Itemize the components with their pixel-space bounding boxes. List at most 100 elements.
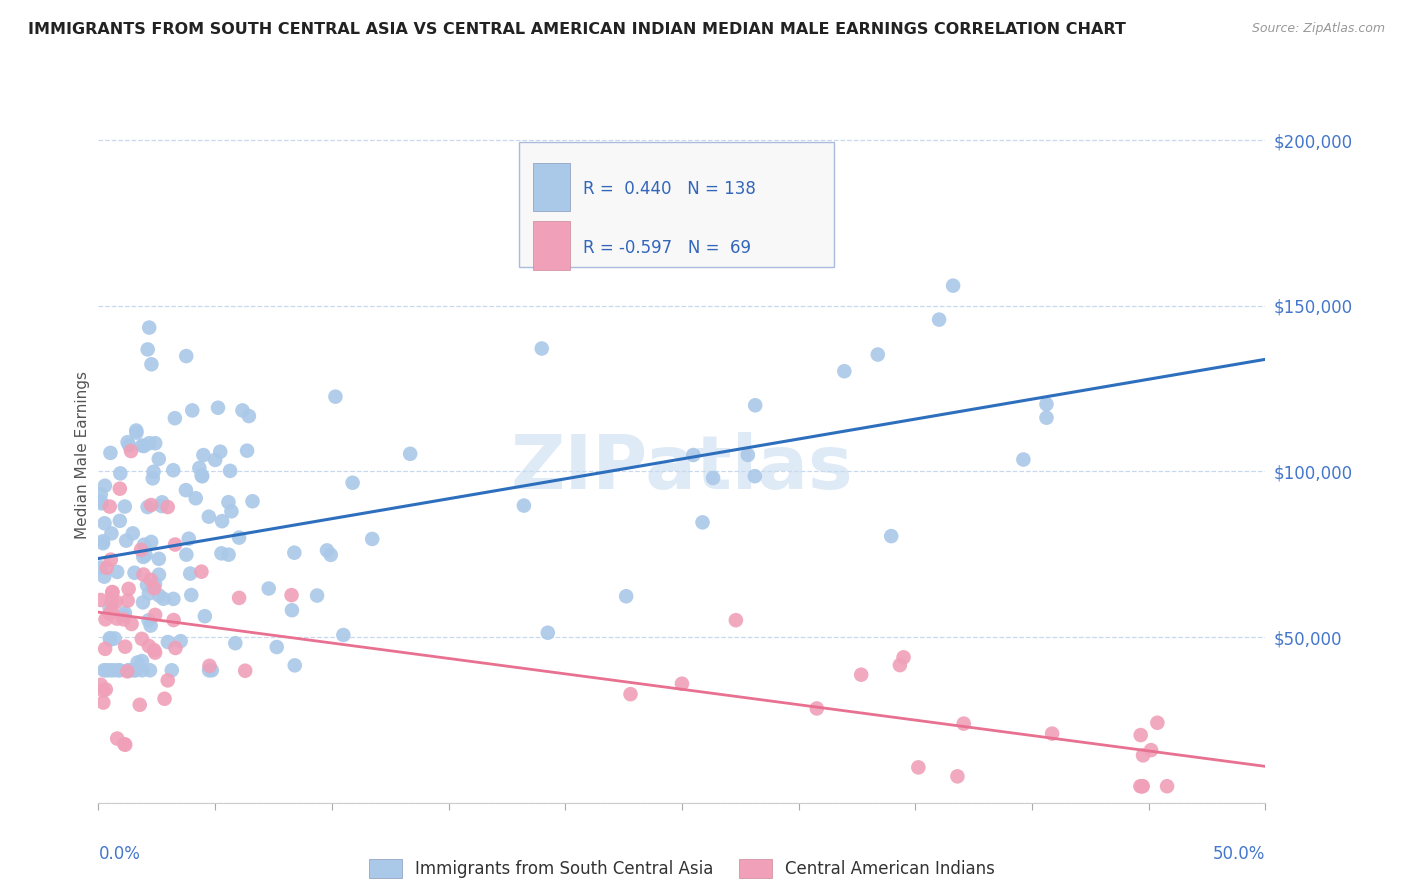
Point xyxy=(117,663,139,677)
Point xyxy=(135,548,157,562)
Point xyxy=(1129,728,1152,742)
Point xyxy=(98,663,121,677)
Point xyxy=(1132,779,1154,793)
Point xyxy=(160,663,183,677)
Point xyxy=(399,447,422,461)
Point xyxy=(342,475,364,490)
Point xyxy=(880,529,903,543)
Point xyxy=(231,403,253,417)
Point xyxy=(242,494,264,508)
Point xyxy=(219,464,242,478)
Point xyxy=(238,409,260,423)
Point xyxy=(121,617,143,632)
Point xyxy=(190,565,212,579)
Point xyxy=(136,500,159,514)
Point xyxy=(90,678,112,692)
Point xyxy=(148,567,170,582)
Point xyxy=(165,640,187,655)
Point xyxy=(120,444,142,458)
Point xyxy=(148,551,170,566)
Point xyxy=(114,738,136,752)
Point xyxy=(201,663,224,677)
Point xyxy=(139,663,162,677)
Point xyxy=(131,439,153,453)
Point xyxy=(283,546,305,560)
Point xyxy=(117,593,139,607)
Point xyxy=(138,586,160,600)
Point xyxy=(141,357,163,371)
Point xyxy=(112,737,135,751)
Point xyxy=(233,664,256,678)
Point xyxy=(209,444,232,458)
FancyBboxPatch shape xyxy=(519,142,834,267)
Point xyxy=(198,658,221,673)
Point xyxy=(692,516,714,530)
Point xyxy=(90,496,112,510)
Point xyxy=(124,566,146,580)
Point xyxy=(90,487,112,501)
Point xyxy=(153,691,176,706)
Point xyxy=(98,500,121,514)
Point xyxy=(236,443,259,458)
Point xyxy=(530,342,553,356)
Point xyxy=(131,654,153,668)
Point xyxy=(851,667,873,681)
Point xyxy=(332,628,354,642)
Point xyxy=(90,494,112,508)
Point xyxy=(143,577,166,591)
Point xyxy=(94,641,117,656)
Point xyxy=(101,594,124,608)
Point xyxy=(162,613,184,627)
Point xyxy=(198,509,221,524)
Point xyxy=(834,364,856,378)
Point xyxy=(307,589,329,603)
Point xyxy=(98,631,121,645)
Point xyxy=(142,471,165,485)
Point xyxy=(174,483,197,497)
Point xyxy=(100,552,122,566)
Point xyxy=(96,663,118,677)
Legend: Immigrants from South Central Asia, Central American Indians: Immigrants from South Central Asia, Cent… xyxy=(361,853,1002,885)
Point xyxy=(107,663,129,677)
Point xyxy=(117,665,139,679)
Point xyxy=(163,411,186,425)
Point xyxy=(1035,397,1057,411)
Point xyxy=(108,482,131,496)
Point xyxy=(737,448,759,462)
Point xyxy=(671,676,693,690)
Point xyxy=(110,467,132,481)
Point xyxy=(1012,452,1035,467)
Point xyxy=(143,436,166,450)
Point xyxy=(179,566,201,581)
Point xyxy=(319,548,342,562)
Point xyxy=(132,567,155,582)
Point xyxy=(702,471,724,485)
Point xyxy=(91,534,114,549)
Point xyxy=(128,698,150,712)
Point xyxy=(98,607,121,621)
Point xyxy=(744,398,766,412)
Point xyxy=(138,639,160,653)
Point xyxy=(513,499,536,513)
Point xyxy=(103,663,125,677)
Point xyxy=(101,604,124,618)
Point xyxy=(188,461,211,475)
Point xyxy=(744,469,766,483)
Point xyxy=(190,468,212,483)
Point xyxy=(184,491,207,506)
Point xyxy=(108,663,131,677)
Point xyxy=(139,618,162,632)
Point xyxy=(100,526,122,541)
Point xyxy=(682,448,704,462)
Point xyxy=(1132,748,1154,763)
Point xyxy=(141,535,163,549)
Point xyxy=(138,436,160,450)
Point xyxy=(136,343,159,357)
Point xyxy=(93,516,115,531)
Point xyxy=(104,632,127,646)
Point xyxy=(928,312,950,326)
Point xyxy=(114,606,136,620)
Point xyxy=(266,640,288,654)
Point xyxy=(94,612,117,626)
Point xyxy=(93,663,115,677)
